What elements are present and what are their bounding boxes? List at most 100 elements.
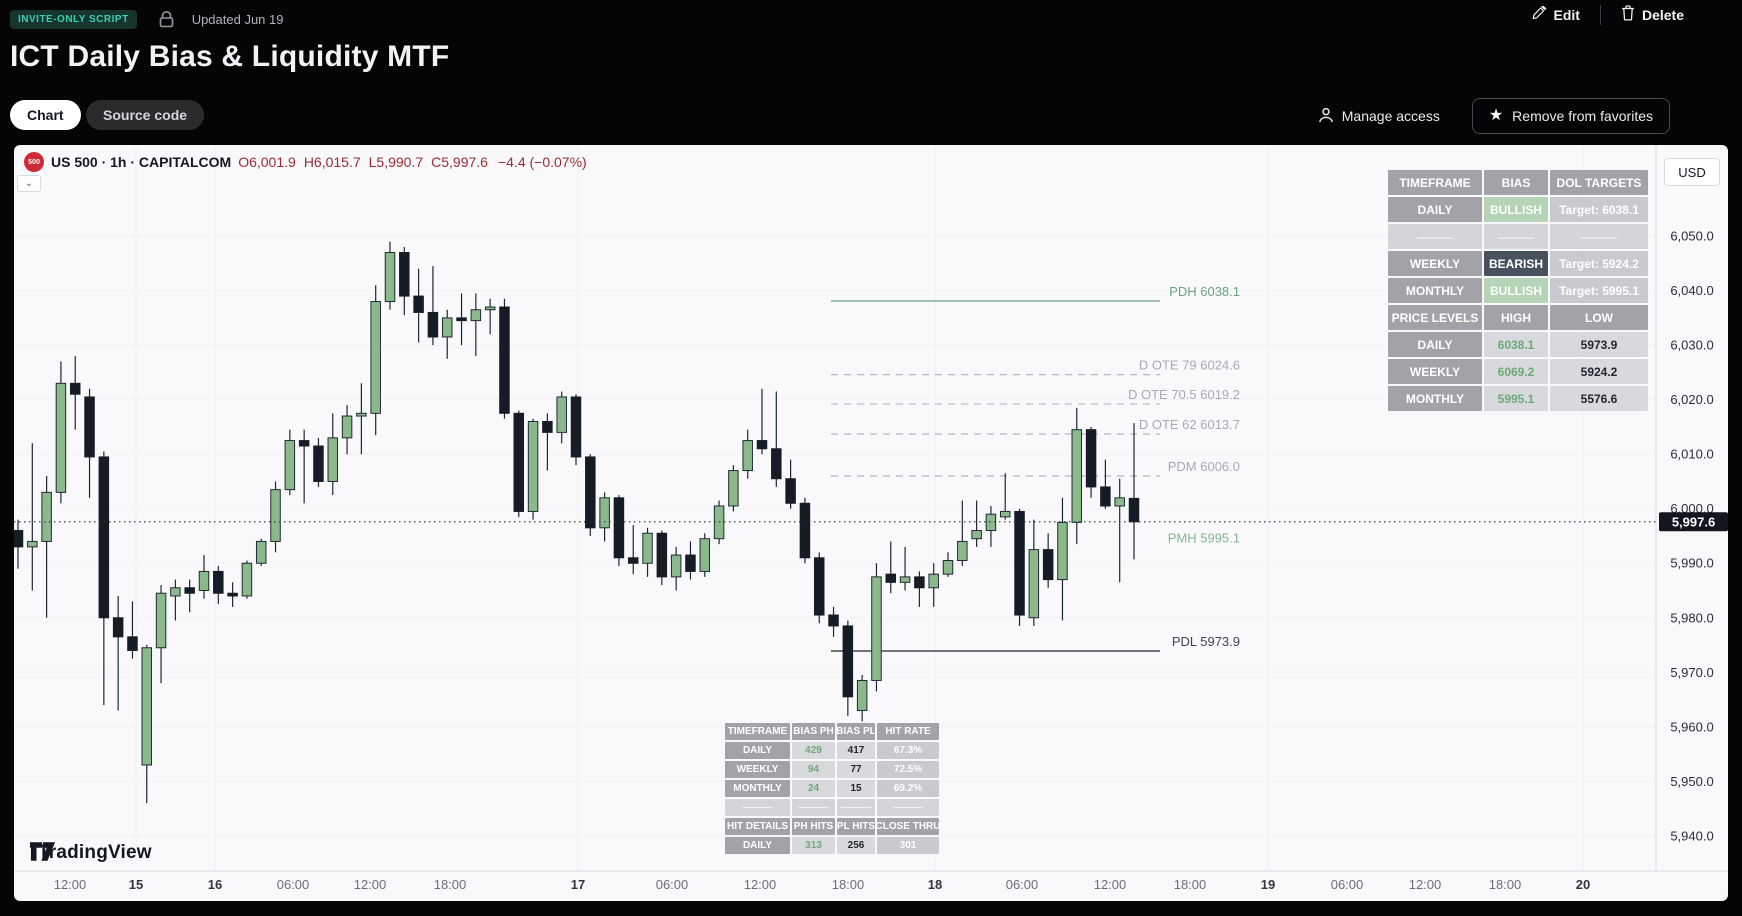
time-tick-label[interactable]: 06:00 xyxy=(656,877,689,892)
candle-body xyxy=(284,440,296,491)
bias-table-cell: 5576.6 xyxy=(1550,386,1648,411)
bias-table-cell: WEEKLY xyxy=(1388,359,1482,384)
price-tick-label[interactable]: 5,960.0 xyxy=(1670,719,1713,734)
candle-body xyxy=(1085,429,1097,488)
stats-table-cell: 69.2% xyxy=(877,780,939,797)
time-tick-label[interactable]: 17 xyxy=(571,877,585,892)
candle-body xyxy=(1028,549,1040,619)
bias-table-cell: ——— xyxy=(1550,224,1648,249)
price-tick-label[interactable]: 5,950.0 xyxy=(1670,774,1713,789)
candle-body xyxy=(971,530,982,540)
time-tick-label[interactable]: 18:00 xyxy=(1174,877,1207,892)
stats-table-cell: 72.5% xyxy=(877,761,939,778)
candle-body xyxy=(914,576,925,589)
chevron-down-icon[interactable]: ⌄ xyxy=(17,175,41,192)
time-tick-label[interactable]: 12:00 xyxy=(354,877,387,892)
candle-body xyxy=(141,647,153,766)
candle-body xyxy=(957,540,968,562)
manage-access-button[interactable]: Manage access xyxy=(1312,106,1446,127)
bias-table-cell: ——— xyxy=(1484,224,1548,249)
stats-table-cell: DAILY xyxy=(725,742,790,759)
time-tick-label[interactable]: 16 xyxy=(208,877,222,892)
time-tick-label[interactable]: 20 xyxy=(1576,877,1590,892)
candlestick-chart[interactable]: PDH 6038.1 D OTE 79 6024.6 D OTE 70.5 6019… xyxy=(14,145,1728,901)
stats-table-cell: BIAS PL xyxy=(837,723,875,740)
candle-body xyxy=(585,456,596,529)
candle-body xyxy=(685,554,696,572)
candle-body xyxy=(327,437,339,482)
price-tick-label[interactable]: 6,040.0 xyxy=(1670,283,1713,298)
level-label: D OTE 79 6024.6 xyxy=(1139,358,1240,373)
bias-table-cell: Target: 5995.1 xyxy=(1550,278,1648,303)
price-tick-label[interactable]: 6,030.0 xyxy=(1670,338,1713,353)
tradingview-logo[interactable]: TradingView xyxy=(30,842,152,864)
time-tick-label[interactable]: 12:00 xyxy=(1409,877,1442,892)
time-tick-label[interactable]: 18:00 xyxy=(1489,877,1522,892)
time-tick-label[interactable]: 12:00 xyxy=(744,877,777,892)
symbol-logo: 500 xyxy=(24,152,44,172)
candle-body xyxy=(255,540,267,564)
time-tick-label[interactable]: 06:00 xyxy=(1006,877,1039,892)
remove-favorites-button[interactable]: ★ Remove from favorites xyxy=(1471,98,1670,134)
time-tick-label[interactable]: 19 xyxy=(1261,877,1275,892)
price-tick-label[interactable]: 6,020.0 xyxy=(1670,392,1713,407)
edit-button[interactable]: Edit xyxy=(1526,4,1586,25)
time-tick-label[interactable]: 18:00 xyxy=(832,877,865,892)
candle-body xyxy=(127,636,138,651)
time-tick-label[interactable]: 12:00 xyxy=(54,877,87,892)
bias-table-cell: TIMEFRAME xyxy=(1388,170,1482,195)
ohlc-field: C5,997.6 xyxy=(431,154,488,170)
candle-body xyxy=(298,440,310,447)
delete-button[interactable]: Delete xyxy=(1615,4,1690,25)
candle-body xyxy=(627,557,639,564)
candle-body xyxy=(341,415,353,439)
price-tick-label[interactable]: 5,940.0 xyxy=(1670,828,1713,843)
candle-body xyxy=(513,412,525,512)
stats-table-cell: 77 xyxy=(837,761,875,778)
price-tick-label[interactable]: 6,010.0 xyxy=(1670,447,1713,462)
stats-table-cell: 94 xyxy=(792,761,835,778)
time-tick-label[interactable]: 06:00 xyxy=(277,877,310,892)
star-icon: ★ xyxy=(1488,107,1504,124)
level-label: D OTE 70.5 6019.2 xyxy=(1128,387,1240,402)
bias-table-cell: BULLISH xyxy=(1484,197,1548,222)
stats-table-cell: DAILY xyxy=(725,837,790,854)
candle-body xyxy=(313,445,324,482)
tab-source-code[interactable]: Source code xyxy=(86,100,205,130)
price-tick-label[interactable]: 6,050.0 xyxy=(1670,229,1713,244)
pencil-icon xyxy=(1532,4,1547,24)
stats-table-cell: ——— xyxy=(792,799,835,816)
price-tick-label[interactable]: 5,980.0 xyxy=(1670,610,1713,625)
candle-body xyxy=(613,497,625,559)
chart-card: PDH 6038.1 D OTE 79 6024.6 D OTE 70.5 6019… xyxy=(14,145,1728,901)
candle-body xyxy=(55,382,67,493)
candle-body xyxy=(112,617,124,638)
candle-body xyxy=(213,570,224,594)
bias-table-cell: BIAS xyxy=(1484,170,1548,195)
stats-table-cell: HIT DETAILS xyxy=(725,818,790,835)
time-tick-label[interactable]: 12:00 xyxy=(1094,877,1127,892)
time-tick-label[interactable]: 18 xyxy=(928,877,942,892)
candle-body xyxy=(155,592,167,649)
tabs-row: Chart Source code Manage access ★ Remove… xyxy=(10,98,1728,134)
candle-body xyxy=(542,420,553,433)
candle-body xyxy=(356,412,367,417)
bias-table-cell: BEARISH xyxy=(1484,251,1548,276)
bias-table-cell: DOL TARGETS xyxy=(1550,170,1648,195)
candle-body xyxy=(413,295,424,313)
candle-body xyxy=(198,570,210,592)
price-tick-label[interactable]: 5,990.0 xyxy=(1670,556,1713,571)
time-tick-label[interactable]: 06:00 xyxy=(1331,877,1364,892)
time-tick-label[interactable]: 18:00 xyxy=(434,877,467,892)
symbol-title: US 500 · 1h · CAPITALCOM xyxy=(51,154,232,170)
tab-chart[interactable]: Chart xyxy=(10,100,81,130)
stats-table-cell: 67.3% xyxy=(877,742,939,759)
price-tick-label[interactable]: 5,970.0 xyxy=(1670,665,1713,680)
candle-body xyxy=(599,497,610,529)
candle-body xyxy=(427,311,439,338)
candle-body xyxy=(670,554,682,578)
ohlc-field: L5,990.7 xyxy=(368,154,424,170)
candle-body xyxy=(642,532,653,564)
time-tick-label[interactable]: 15 xyxy=(129,877,143,892)
